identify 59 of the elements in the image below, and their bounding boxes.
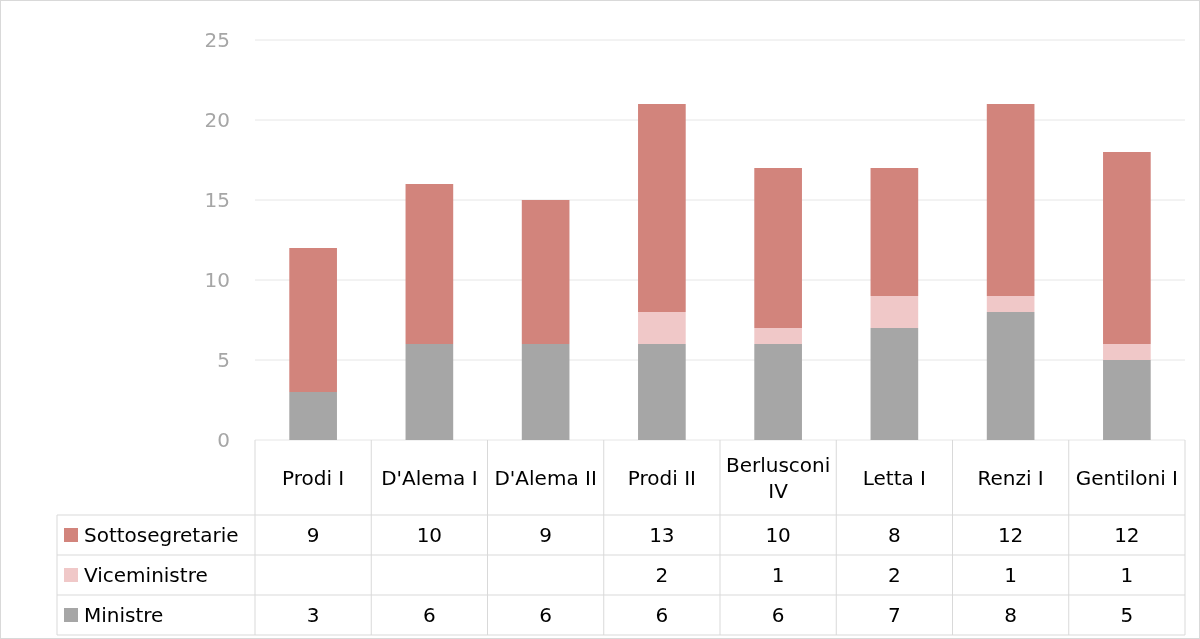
bar xyxy=(1103,344,1151,360)
x-tick-label: Prodi II xyxy=(627,465,696,490)
y-tick-label: 15 xyxy=(204,188,230,212)
legend-label: Sottosegretarie xyxy=(84,523,239,547)
data-label: 6 xyxy=(771,603,785,627)
data-label: 9 xyxy=(539,523,552,547)
legend-label: Ministre xyxy=(84,603,164,627)
bar xyxy=(986,312,1035,440)
x-tick-label: Prodi I xyxy=(282,465,345,490)
y-tick-label: 5 xyxy=(217,348,230,372)
bar xyxy=(289,392,337,440)
data-label: 7 xyxy=(888,603,901,627)
data-label: 10 xyxy=(416,523,443,547)
data-label: 1 xyxy=(771,563,785,587)
bar xyxy=(638,104,686,312)
bar xyxy=(870,328,919,440)
data-label: 12 xyxy=(997,523,1024,547)
legend-label: Viceministre xyxy=(84,563,208,587)
bar xyxy=(521,344,570,440)
data-label: 13 xyxy=(649,523,675,547)
x-tick-label: Renzi I xyxy=(977,465,1044,490)
y-tick-label: 0 xyxy=(217,428,230,452)
data-label: 8 xyxy=(1004,603,1017,627)
data-label: 6 xyxy=(423,603,436,627)
bar xyxy=(986,104,1035,296)
y-tick-label: 25 xyxy=(204,28,230,52)
data-label: 10 xyxy=(765,523,791,547)
bar xyxy=(405,344,454,440)
data-label: 2 xyxy=(655,563,669,587)
data-label: 9 xyxy=(306,523,320,547)
bar xyxy=(870,168,919,296)
x-tick-label: Berlusconi IV xyxy=(725,452,831,503)
bar xyxy=(1103,360,1151,440)
bar xyxy=(986,296,1035,312)
bar xyxy=(405,184,454,344)
bar xyxy=(521,200,570,344)
bar xyxy=(870,296,919,328)
y-tick-label: 20 xyxy=(204,108,230,132)
x-tick-label: D'Alema I xyxy=(381,465,478,490)
data-label: 2 xyxy=(888,563,901,587)
bar xyxy=(638,312,686,344)
bar xyxy=(638,344,686,440)
data-label: 6 xyxy=(539,603,552,627)
y-tick-label: 10 xyxy=(204,268,230,292)
data-label: 6 xyxy=(655,603,669,627)
bar xyxy=(754,168,802,328)
x-tick-label: Gentiloni I xyxy=(1075,465,1178,490)
bar xyxy=(1103,152,1151,344)
x-tick-label: D'Alema II xyxy=(494,465,597,490)
bar xyxy=(754,328,802,344)
data-label: 8 xyxy=(888,523,901,547)
data-label: 3 xyxy=(306,603,320,627)
data-label: 5 xyxy=(1120,603,1134,627)
x-tick-label: Letta I xyxy=(862,465,927,490)
bar xyxy=(754,344,802,440)
data-label: 1 xyxy=(1120,563,1134,587)
bar xyxy=(289,248,337,392)
data-label: 12 xyxy=(1114,523,1140,547)
data-label: 1 xyxy=(1004,563,1017,587)
